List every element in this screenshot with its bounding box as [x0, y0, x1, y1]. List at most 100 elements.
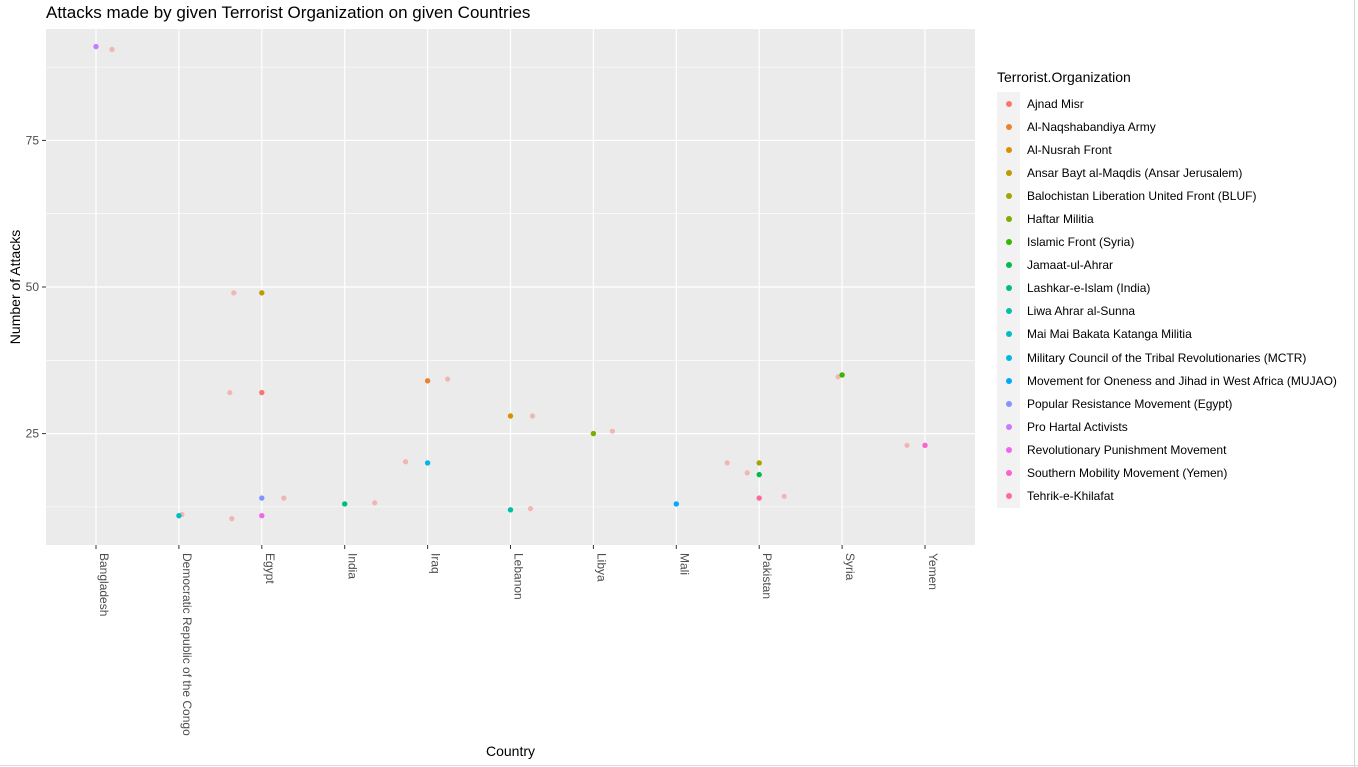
legend-item: Movement for Oneness and Jihad in West A…: [997, 369, 1337, 393]
data-point: [259, 512, 265, 519]
faded-point: [781, 493, 787, 499]
legend-item: Military Council of the Tribal Revolutio…: [997, 346, 1337, 370]
legend-label: Haftar Militia: [1027, 212, 1094, 227]
data-point: [756, 471, 762, 478]
legend-item: Pro Hartal Activists: [997, 415, 1337, 439]
legend-dot-icon: [1005, 470, 1012, 477]
page-edge-right: [1354, 0, 1355, 767]
x-tick-label: Egypt: [263, 553, 277, 584]
legend-item: Mai Mai Bakata Katanga Militia: [997, 322, 1337, 347]
x-axis-title: Country: [486, 743, 535, 759]
legend-key: [997, 207, 1020, 231]
legend-key: [997, 184, 1020, 208]
data-point: [424, 460, 431, 466]
x-tick-label: Yemen: [926, 553, 940, 590]
legend-key: [997, 161, 1020, 185]
legend-dot-icon: [1005, 331, 1012, 338]
legend-key: [997, 415, 1020, 439]
legend-item: Haftar Militia: [997, 207, 1337, 231]
faded-point: [529, 413, 536, 419]
data-point: [259, 290, 265, 296]
legend-key: [997, 115, 1020, 139]
legend-dot-icon: [1005, 446, 1012, 453]
data-point: [507, 507, 514, 513]
legend-dot-icon: [1005, 216, 1012, 223]
legend-label: Movement for Oneness and Jihad in West A…: [1027, 373, 1337, 388]
chart-title: Attacks made by given Terrorist Organiza…: [46, 3, 531, 22]
x-tick-label: Pakistan: [760, 553, 774, 599]
faded-point: [445, 376, 451, 382]
x-tick-label: Iraq: [429, 553, 443, 574]
legend-item: Ajnad Misr: [997, 92, 1337, 116]
legend-label: Al-Naqshabandiya Army: [1027, 119, 1156, 134]
legend-key: [997, 299, 1020, 323]
legend-key: [997, 484, 1020, 508]
legend-dot-icon: [1005, 308, 1012, 315]
legend-item: Ansar Bayt al-Maqdis (Ansar Jerusalem): [997, 161, 1337, 185]
legend-label: Military Council of the Tribal Revolutio…: [1027, 350, 1307, 365]
faded-point: [527, 506, 534, 512]
legend-label: Pro Hartal Activists: [1027, 419, 1128, 434]
legend-key: [997, 461, 1020, 485]
legend-item: Tehrik-e-Khilafat: [997, 484, 1337, 508]
legend-dot-icon: [1005, 146, 1012, 153]
legend-dot-icon: [1005, 377, 1012, 384]
legend-dot-icon: [1005, 192, 1012, 199]
data-point: [756, 495, 762, 501]
legend-item: Islamic Front (Syria): [997, 230, 1337, 254]
data-point: [590, 430, 597, 437]
legend-item: Southern Mobility Movement (Yemen): [997, 461, 1337, 485]
data-point: [507, 413, 514, 419]
data-point: [176, 512, 182, 519]
y-tick-label: 25: [26, 427, 40, 441]
legend-item: Lashkar-e-Islam (India): [997, 276, 1337, 300]
legend-dot-icon: [1005, 400, 1012, 407]
x-tick-label: Syria: [843, 553, 857, 581]
legend-item: Balochistan Liberation United Front (BLU…: [997, 184, 1337, 208]
legend-dot-icon: [1005, 493, 1012, 500]
legend-label: Popular Resistance Movement (Egypt): [1027, 396, 1233, 411]
legend-item: Jamaat-ul-Ahrar: [997, 253, 1337, 277]
x-tick-label: Lebanon: [512, 553, 526, 600]
data-point: [756, 460, 762, 466]
legend-label: Ajnad Misr: [1027, 96, 1084, 111]
faded-point: [229, 516, 235, 522]
legend-label: Southern Mobility Movement (Yemen): [1027, 466, 1228, 481]
legend-title: Terrorist.Organization: [997, 69, 1131, 85]
faded-point: [109, 46, 115, 53]
data-point: [259, 389, 265, 396]
faded-point: [231, 290, 237, 296]
x-tick-label: Democratic Republic of the Congo: [180, 553, 194, 736]
x-tick-label: Bangladesh: [97, 553, 111, 616]
legend-label: Balochistan Liberation United Front (BLU…: [1027, 188, 1257, 203]
y-tick-label: 50: [26, 280, 40, 294]
legend-label: Lashkar-e-Islam (India): [1027, 281, 1151, 296]
legend-dot-icon: [1005, 354, 1012, 361]
legend-key: [997, 322, 1020, 347]
faded-point: [835, 374, 841, 380]
faded-point: [227, 389, 233, 396]
data-point: [839, 372, 845, 378]
legend-label: Jamaat-ul-Ahrar: [1027, 258, 1114, 273]
legend-key: [997, 346, 1020, 370]
faded-point: [904, 442, 910, 448]
x-tick-label: Libya: [594, 553, 608, 582]
legend-label: Mai Mai Bakata Katanga Militia: [1027, 327, 1192, 342]
data-point: [259, 495, 265, 501]
x-tick-label: Mali: [677, 553, 691, 575]
legend: Terrorist.Organization Ajnad Misr Al-Naqs…: [997, 68, 1337, 508]
legend-key: [997, 438, 1020, 462]
legend-dot-icon: [1005, 239, 1012, 246]
legend-label: Tehrik-e-Khilafat: [1027, 489, 1114, 504]
data-point: [673, 501, 679, 507]
faded-point: [372, 500, 378, 506]
legend-dot-icon: [1005, 123, 1012, 130]
legend-item: Al-Naqshabandiya Army: [997, 115, 1337, 139]
legend-dot-icon: [1005, 100, 1012, 107]
legend-key: [997, 230, 1020, 254]
legend-label: Revolutionary Punishment Movement: [1027, 442, 1227, 457]
legend-item: Popular Resistance Movement (Egypt): [997, 392, 1337, 416]
page-edge-bottom: [0, 765, 1358, 766]
legend-key: [997, 369, 1020, 393]
data-point: [424, 378, 431, 384]
